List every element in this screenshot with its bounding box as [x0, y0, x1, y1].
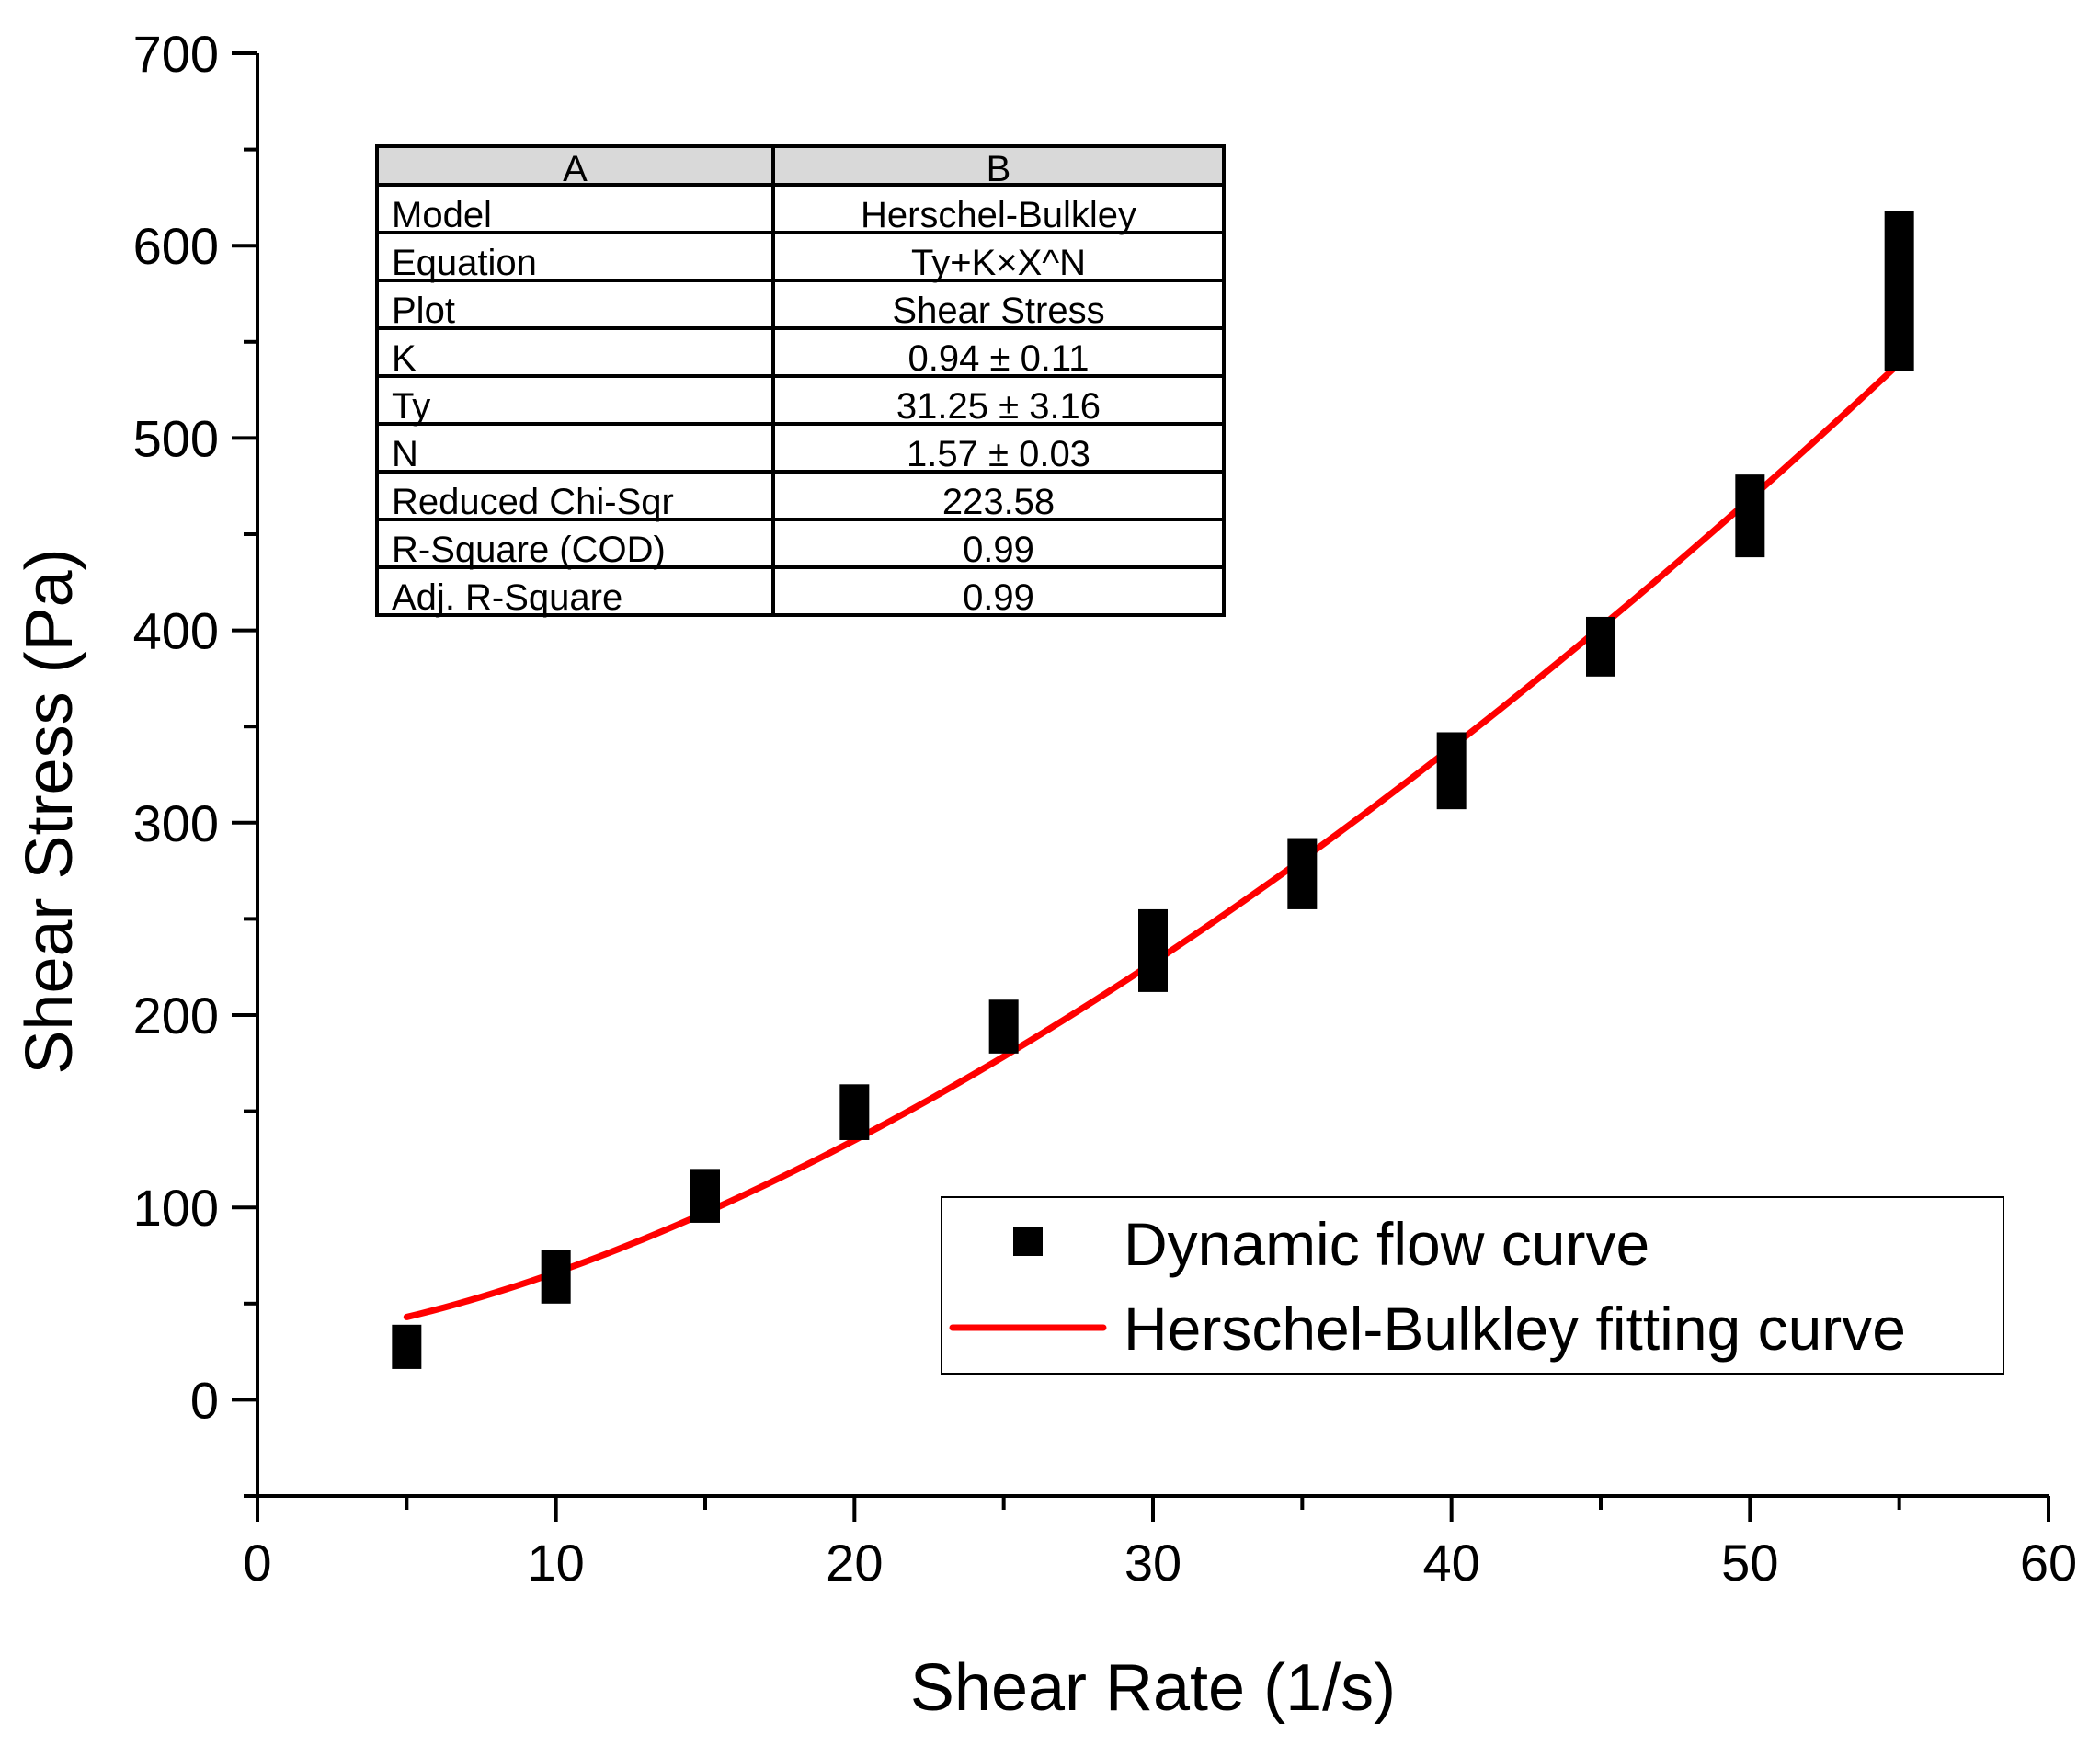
table-value-equation: Ty+K×X^N — [911, 243, 1086, 283]
legend-box — [941, 1196, 2004, 1375]
table-label-r-square: R-Square (COD) — [392, 530, 666, 570]
data-point-x20 — [839, 1084, 870, 1140]
legend-label-dynamic-flow-curve: Dynamic flow curve — [1124, 1210, 1649, 1278]
table-header-b: B — [987, 149, 1011, 189]
axes: 0 100 200 300 400 500 600 700 0 10 20 30 40 50 60 — [133, 25, 2078, 1592]
x-tick-label-50: 50 — [1721, 1534, 1778, 1592]
y-axis-title: Shear Stress (Pa) — [13, 548, 86, 1074]
table-value-reduced-chi-sqr: 223.58 — [942, 482, 1055, 522]
table-border — [375, 144, 1226, 617]
data-point-x10 — [541, 1250, 571, 1304]
table-label-model: Model — [392, 195, 492, 235]
table-grid — [375, 144, 1226, 617]
x-tick-label-0: 0 — [243, 1534, 271, 1592]
data-point-x35 — [1287, 838, 1318, 909]
y-tick-label-400: 400 — [133, 602, 219, 660]
table-label-ty: Ty — [392, 386, 430, 427]
x-tick-label-30: 30 — [1124, 1534, 1181, 1592]
data-point-x15 — [690, 1169, 720, 1223]
data-point-x25 — [988, 999, 1019, 1054]
table-label-equation: Equation — [392, 243, 537, 283]
legend: Dynamic flow curve Herschel-Bulkley fitt… — [941, 1196, 2004, 1375]
y-tick-label-500: 500 — [133, 409, 219, 467]
table-label-reduced-chi-sqr: Reduced Chi-Sqr — [392, 482, 674, 522]
x-tick-label-40: 40 — [1423, 1534, 1480, 1592]
y-tick-label-200: 200 — [133, 987, 219, 1044]
x-tick-label-10: 10 — [528, 1534, 585, 1592]
data-point-x55 — [1884, 211, 1914, 371]
table-label-n: N — [392, 434, 418, 474]
table-value-k: 0.94 ± 0.11 — [908, 338, 1090, 379]
table-label-adj-r-square: Adj. R-Square — [392, 577, 622, 618]
y-tick-label-700: 700 — [133, 25, 219, 83]
table-value-adj-r-square: 0.99 — [963, 577, 1034, 618]
y-tick-label-100: 100 — [133, 1179, 219, 1237]
table-value-plot: Shear Stress — [892, 291, 1104, 331]
table-header-background — [377, 146, 1224, 185]
data-point-x30 — [1138, 908, 1168, 992]
y-tick-label-600: 600 — [133, 217, 219, 275]
y-tick-label-0: 0 — [190, 1371, 219, 1429]
table-header-a: A — [563, 149, 588, 189]
data-point-x40 — [1436, 732, 1467, 810]
table-label-plot: Plot — [392, 291, 455, 331]
fit-results-table: A B Model Herschel-Bulkley Equation Ty+K… — [375, 144, 1226, 618]
data-marker-layer — [392, 211, 1914, 1369]
x-tick-label-60: 60 — [2020, 1534, 2077, 1592]
data-point-x45 — [1586, 616, 1615, 677]
y-tick-label-300: 300 — [133, 794, 219, 852]
table-value-r-square: 0.99 — [963, 530, 1034, 570]
legend-label-herschel-bulkley: Herschel-Bulkley fitting curve — [1124, 1295, 1906, 1363]
table-label-k: K — [392, 338, 417, 379]
data-point-x5 — [392, 1324, 422, 1369]
table-value-ty: 31.25 ± 3.16 — [896, 386, 1101, 427]
table-value-model: Herschel-Bulkley — [861, 195, 1136, 235]
x-tick-label-20: 20 — [826, 1534, 883, 1592]
legend-marker-square — [1013, 1227, 1043, 1256]
x-axis-title: Shear Rate (1/s) — [910, 1651, 1396, 1725]
table-value-n: 1.57 ± 0.03 — [907, 434, 1090, 474]
data-point-x50 — [1735, 474, 1765, 558]
